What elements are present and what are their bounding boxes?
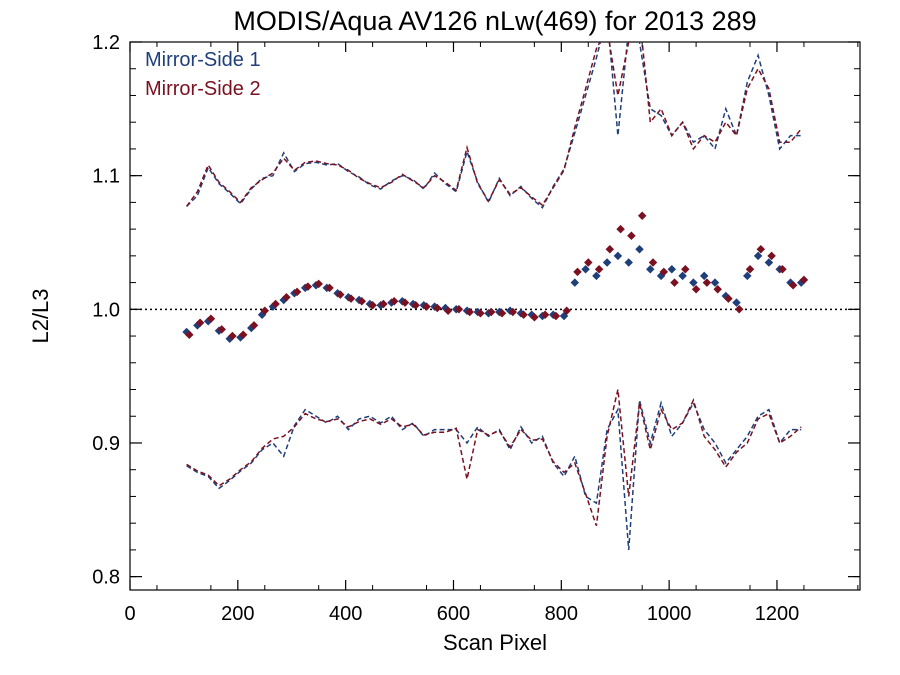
data-point xyxy=(465,307,474,317)
y-axis-label: L2/L3 xyxy=(28,288,53,343)
chart-axes: 0 200 400 600 800 1000 1200 0.8 0.9 1.0 1.1 1.2 xyxy=(92,32,860,625)
data-point xyxy=(743,271,752,281)
data-point xyxy=(562,306,571,315)
data-point xyxy=(581,264,590,274)
y-tick-label: 0.8 xyxy=(92,567,120,589)
series-line-5 xyxy=(186,389,802,527)
data-point xyxy=(659,267,669,277)
data-point xyxy=(433,303,442,313)
data-point xyxy=(734,305,744,314)
data-point xyxy=(206,314,216,323)
data-point xyxy=(778,264,787,274)
x-tick-label: 800 xyxy=(545,603,578,625)
data-point xyxy=(691,285,701,294)
plot-frame xyxy=(129,41,861,591)
x-tick-label: 1200 xyxy=(755,603,800,625)
data-point xyxy=(238,330,248,339)
data-point xyxy=(602,258,612,267)
series-line-2 xyxy=(186,42,802,209)
series-line-4 xyxy=(186,400,802,550)
x-axis-label: Scan Pixel xyxy=(443,630,547,655)
data-point xyxy=(551,311,561,321)
data-point xyxy=(454,305,464,314)
data-point xyxy=(799,275,809,285)
series-line-3 xyxy=(185,42,802,207)
data-point xyxy=(573,267,582,277)
data-point xyxy=(368,301,377,310)
data-point xyxy=(710,278,720,287)
data-point xyxy=(497,309,507,318)
plot-area xyxy=(129,41,861,591)
x-tick-label: 400 xyxy=(329,603,362,625)
y-tick-label: 1.2 xyxy=(92,32,120,54)
data-point xyxy=(357,297,367,306)
y-tick-label: 1.0 xyxy=(92,299,120,321)
data-point xyxy=(303,282,313,291)
data-point xyxy=(282,293,291,302)
data-point xyxy=(336,290,345,299)
data-point xyxy=(260,306,270,315)
data-point xyxy=(678,271,687,281)
data-point xyxy=(635,244,644,254)
data-point xyxy=(422,302,431,311)
data-point xyxy=(508,307,518,317)
data-point xyxy=(271,299,280,309)
data-point xyxy=(592,271,601,281)
data-point xyxy=(713,285,722,294)
chart-marks xyxy=(130,42,860,550)
data-point xyxy=(570,278,580,287)
y-tick-label: 0.9 xyxy=(92,433,120,455)
data-point xyxy=(540,310,550,319)
data-point xyxy=(249,321,259,330)
data-point xyxy=(646,264,655,274)
data-point xyxy=(605,244,615,254)
y-tick-label: 1.1 xyxy=(92,166,120,188)
data-point xyxy=(764,258,774,267)
data-point xyxy=(185,330,194,339)
data-point xyxy=(613,251,623,261)
data-point xyxy=(594,264,604,274)
data-point xyxy=(681,264,690,274)
data-point xyxy=(195,318,205,327)
data-point xyxy=(519,310,528,319)
data-point xyxy=(624,258,633,267)
data-point xyxy=(411,301,420,310)
data-point xyxy=(732,298,741,307)
data-point xyxy=(486,307,496,317)
data-point xyxy=(217,325,226,334)
legend-entry-ms1: Mirror-Side 1 xyxy=(145,49,261,71)
data-point xyxy=(648,258,658,267)
data-point xyxy=(788,281,798,290)
data-point xyxy=(670,278,679,287)
data-point xyxy=(325,283,334,293)
x-tick-label: 600 xyxy=(437,603,470,625)
data-point xyxy=(389,297,399,306)
x-tick-label: 1000 xyxy=(647,603,692,625)
data-point xyxy=(292,287,302,297)
data-point xyxy=(616,224,625,234)
data-point xyxy=(346,294,356,303)
data-point xyxy=(724,294,733,303)
data-point xyxy=(689,278,698,287)
data-point xyxy=(530,313,539,322)
data-point xyxy=(637,211,647,221)
data-point xyxy=(228,331,237,341)
data-point xyxy=(745,264,755,274)
data-point xyxy=(476,309,485,318)
chart-title: MODIS/Aqua AV126 nLw(469) for 2013 289 xyxy=(233,6,756,36)
data-point xyxy=(667,264,677,274)
data-point xyxy=(443,306,453,315)
data-point xyxy=(699,271,709,281)
legend-entry-ms2: Mirror-Side 2 xyxy=(145,78,261,100)
x-tick-label: 200 xyxy=(221,603,254,625)
data-point xyxy=(400,298,410,307)
data-point xyxy=(702,278,712,287)
data-point xyxy=(314,279,323,289)
data-point xyxy=(584,258,593,267)
legend: Mirror-Side 1 Mirror-Side 2 xyxy=(145,49,261,100)
data-point xyxy=(627,231,636,241)
x-tick-label: 0 xyxy=(124,603,135,625)
data-point xyxy=(379,299,388,309)
